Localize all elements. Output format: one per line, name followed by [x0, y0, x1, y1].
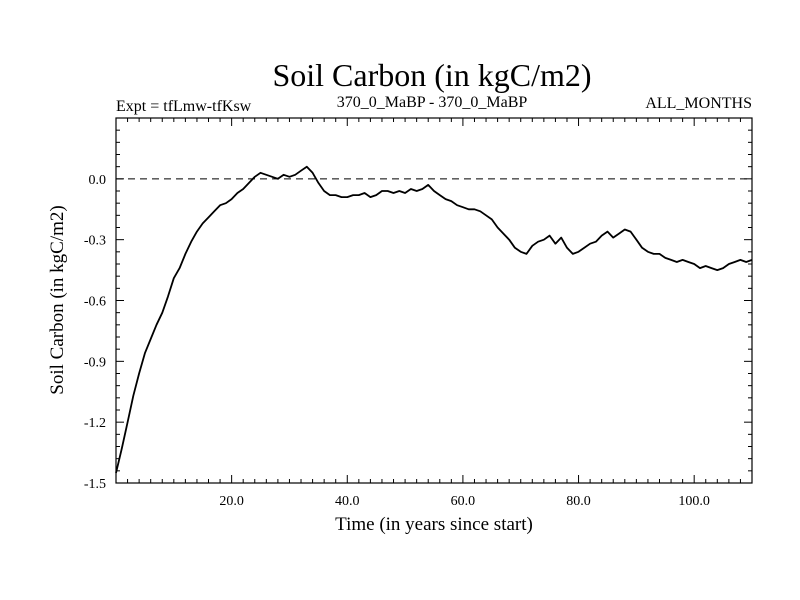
y-tick-label: -1.5	[84, 477, 106, 492]
chart-subtitle-center: 370_0_MaBP - 370_0_MaBP	[337, 94, 528, 111]
chart-subtitle-right: ALL_MONTHS	[645, 95, 752, 112]
chart-subtitle-left: Expt = tfLmw-tfKsw	[116, 98, 252, 115]
chart-title: Soil Carbon (in kgC/m2)	[272, 57, 591, 93]
x-tick-label: 40.0	[335, 494, 360, 509]
x-tick-label: 100.0	[678, 494, 710, 509]
x-tick-label: 20.0	[219, 494, 244, 509]
y-axis-label: Soil Carbon (in kgC/m2)	[47, 205, 68, 394]
y-tick-label: -0.9	[84, 355, 106, 370]
y-tick-label: 0.0	[89, 173, 107, 188]
x-tick-label: 60.0	[451, 494, 476, 509]
ticks-layer: 20.0 40.0 60.0 80.0 100.0 0.0 -0.3 -0.6 -0.9 -1.2…	[84, 117, 752, 509]
x-axis-label: Time (in years since start)	[335, 514, 533, 535]
x-tick-label: 80.0	[566, 494, 591, 509]
series-layer	[115, 165, 753, 474]
y-tick-label: -0.6	[84, 295, 106, 310]
y-tick-label: -0.3	[84, 234, 106, 249]
y-tick-label: -1.2	[84, 416, 106, 431]
series-line-soil-carbon	[115, 165, 753, 474]
plot-frame	[115, 117, 753, 484]
